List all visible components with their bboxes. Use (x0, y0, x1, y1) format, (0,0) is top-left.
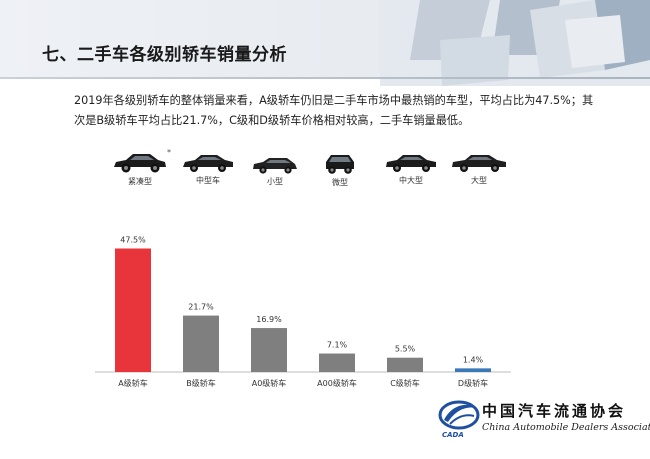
bar-2 (183, 315, 219, 372)
data-label: 5.5% (395, 345, 416, 354)
logo-english-name: China Automobile Dealers Association (482, 422, 650, 433)
logo-chinese-name: 中国汽车流通协会 (482, 402, 627, 420)
summary-text: 2019年各级别轿车的整体销量来看，A级轿车仍旧是二手车市场中最热销的车型，平均… (74, 94, 594, 127)
car-type-label: 中大型 (399, 176, 423, 185)
large-sedan-icon (386, 155, 436, 172)
car-type-label: 小型 (267, 177, 283, 186)
data-label: 16.9% (256, 315, 282, 324)
cada-logo: CADA 中国汽车流通协会 China Automobile Dealers A… (438, 398, 650, 446)
car-type-midsize: 中型车 (173, 153, 243, 186)
category-label: B级轿车 (186, 378, 216, 388)
category-label: D级轿车 (458, 378, 488, 388)
category-label: A级轿车 (118, 378, 147, 388)
car-type-micro: 微型 (305, 153, 375, 188)
car-type-small: 小型 (240, 156, 310, 187)
cada-emblem-icon (438, 400, 480, 430)
page-title: 七、二手车各级别轿车销量分析 (42, 45, 287, 65)
car-type-label: 紧凑型 (128, 177, 152, 186)
car-type-label: 中型车 (196, 176, 220, 185)
header-decoration-cubes (380, 0, 650, 86)
data-label: 21.7% (188, 303, 214, 312)
asterisk-mark: * (167, 148, 171, 157)
title-divider (0, 77, 650, 79)
car-type-label: 微型 (332, 178, 348, 187)
car-type-large: 中大型 (376, 153, 446, 186)
category-label: A00级轿车 (317, 378, 357, 388)
bar-1 (115, 248, 151, 372)
full-size-sedan-icon (452, 155, 506, 172)
logo-abbreviation: CADA (442, 431, 464, 439)
micro-car-icon (326, 155, 354, 174)
bar-chart: 47.5% A级轿车 21.7% B级轿车 16.9% A0级轿车 7.1% A00级轿车 5.… (95, 236, 511, 388)
car-type-label: 大型 (471, 176, 487, 185)
bar-4 (319, 353, 355, 372)
midsize-sedan-icon (183, 155, 233, 172)
car-type-full-size: 大型 (444, 153, 514, 186)
bar-5 (387, 357, 423, 372)
data-label: 7.1% (327, 341, 348, 350)
bar-3 (251, 328, 287, 372)
data-label: 47.5% (120, 236, 146, 245)
category-label: A0级轿车 (252, 378, 287, 388)
car-type-compact: 紧凑型 (105, 152, 175, 187)
data-label: 1.4% (463, 355, 484, 364)
compact-sedan-icon (114, 154, 166, 173)
bar-6 (455, 368, 491, 372)
category-label: C级轿车 (390, 378, 420, 388)
small-hatchback-icon (253, 158, 297, 174)
